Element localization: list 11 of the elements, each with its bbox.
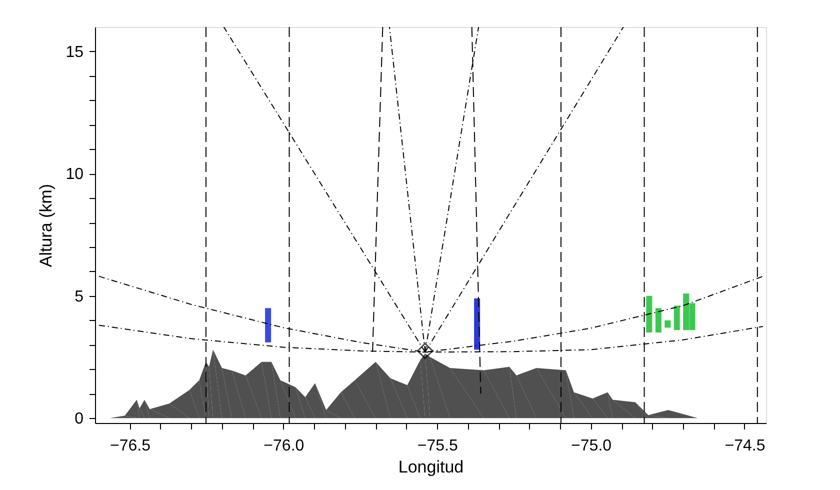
y-tick-label: 15 — [66, 44, 84, 61]
y-tick-label: 0 — [74, 410, 84, 428]
x-tick-label: −74.5 — [724, 438, 766, 454]
y-axis-title: Altura (km) — [36, 184, 56, 268]
x-tick-label: −75.5 — [417, 438, 458, 454]
y-tick-label: 10 — [66, 166, 84, 184]
x-tick-label: −76.5 — [110, 438, 151, 454]
x-tick-label: −75.0 — [571, 438, 612, 454]
y-tick-label: 5 — [74, 288, 84, 306]
x-axis-title: Longitud — [398, 458, 464, 476]
x-tick-label: −76.0 — [264, 438, 304, 454]
